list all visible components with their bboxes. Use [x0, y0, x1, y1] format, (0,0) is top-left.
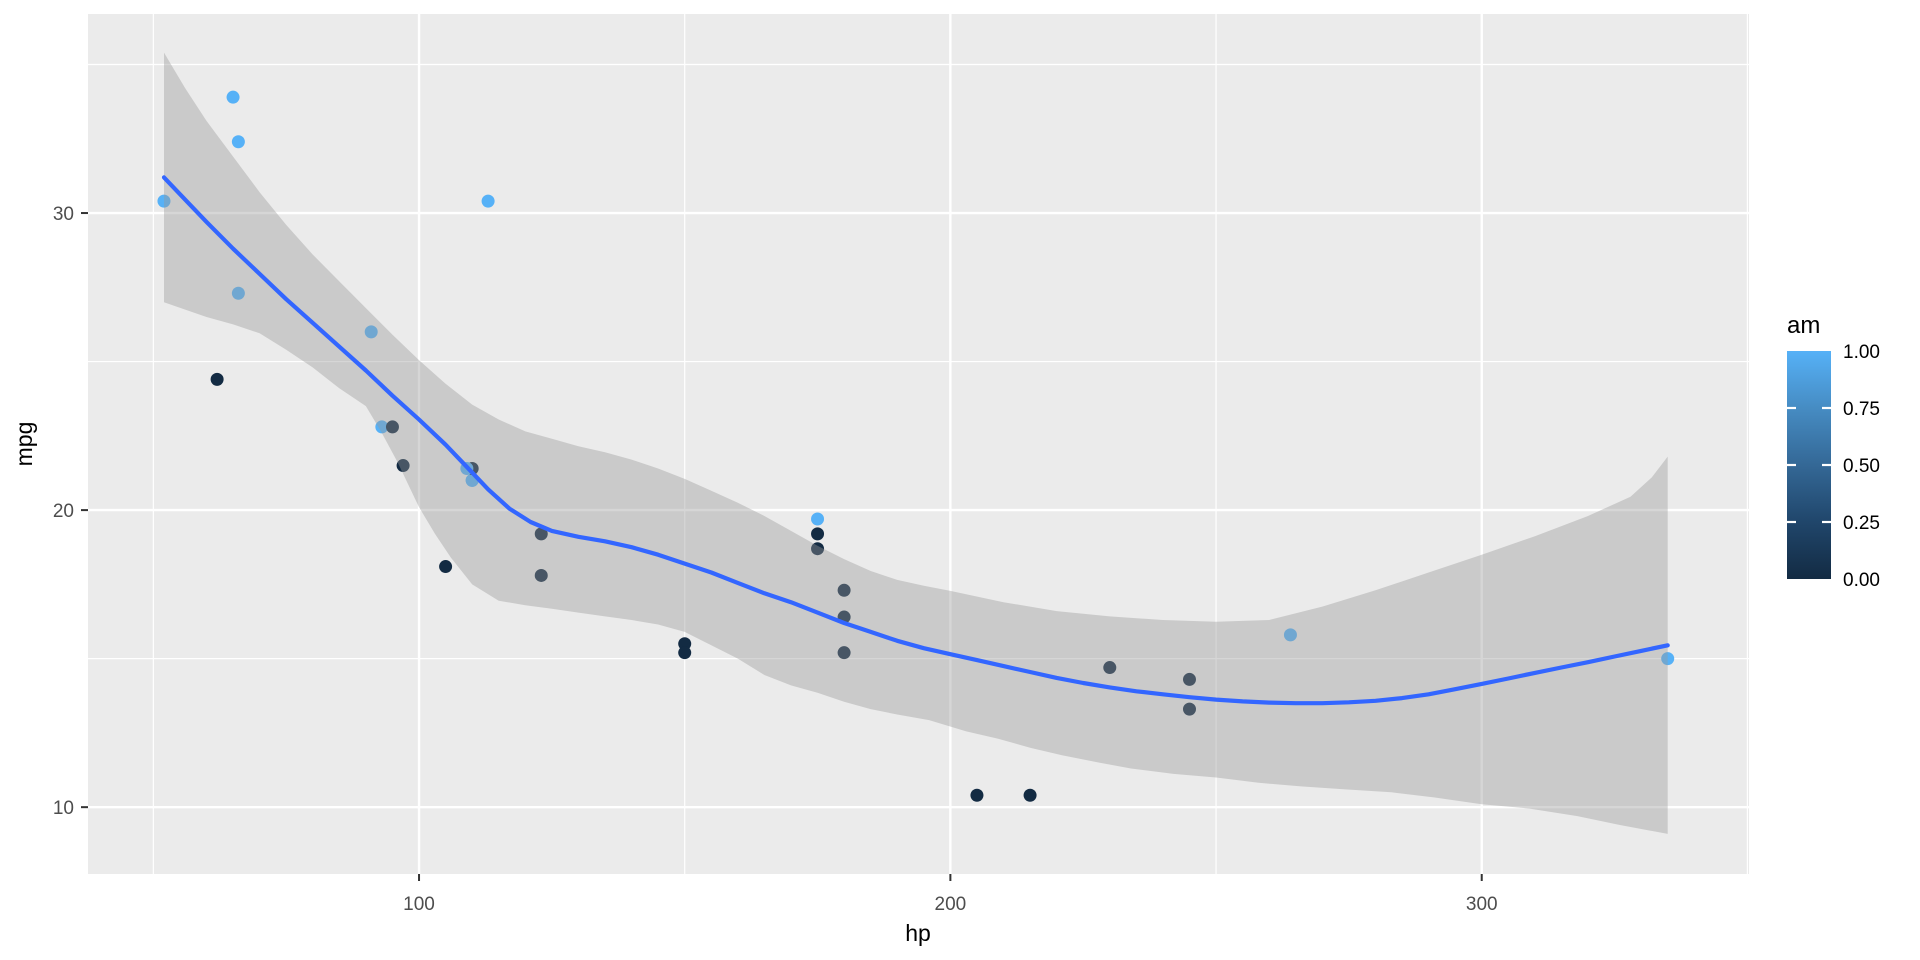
data-point	[1661, 652, 1675, 666]
data-point	[439, 560, 453, 574]
data-point	[678, 646, 692, 660]
data-point	[1283, 628, 1297, 642]
legend-tick-label: 1.00	[1843, 342, 1880, 363]
legend-tick-label: 0.25	[1843, 513, 1880, 534]
smooth-line-path	[161, 175, 1670, 706]
x-axis-tick-label: 100	[403, 894, 435, 915]
x-axis-tick-label: 300	[1466, 894, 1498, 915]
x-axis-tick-label: 200	[935, 894, 967, 915]
legend-tick-label: 0.50	[1843, 456, 1880, 477]
data-point	[231, 286, 245, 300]
data-point	[157, 194, 171, 208]
loess-smooth-line	[161, 175, 1670, 706]
data-point	[678, 637, 692, 651]
data-point	[1182, 672, 1196, 686]
data-point	[837, 646, 851, 660]
data-point	[1023, 788, 1037, 802]
data-point	[811, 542, 825, 556]
y-axis-tick-label: 10	[53, 798, 74, 819]
legend-tick-marks	[1787, 406, 1831, 524]
data-point	[396, 459, 410, 473]
data-point	[364, 325, 378, 339]
data-point	[375, 420, 389, 434]
data-point	[1182, 702, 1196, 716]
minor-gridlines	[88, 14, 1749, 874]
data-point	[837, 583, 851, 597]
data-point	[1103, 661, 1117, 675]
data-point	[811, 512, 825, 526]
data-point	[226, 90, 240, 104]
legend-title: am	[1787, 312, 1820, 339]
legend-tick-label: 0.75	[1843, 399, 1880, 420]
legend-tick-labels: 1.00 0.75 0.50 0.25 0.00	[1843, 342, 1880, 591]
y-axis-tick-label: 20	[53, 501, 74, 522]
major-gridlines	[88, 14, 1749, 874]
plot-panel	[88, 14, 1749, 874]
data-point	[534, 568, 548, 582]
panel-background	[88, 14, 1749, 874]
data-point	[534, 527, 548, 541]
data-points	[157, 90, 1675, 802]
data-point	[481, 194, 495, 208]
legend: am 1.00 0.75 0.50 0.25 0.00	[1787, 312, 1880, 591]
data-point	[970, 788, 984, 802]
data-point	[231, 135, 245, 149]
x-axis-title: hp	[905, 920, 931, 946]
y-axis-tick-label: 30	[53, 204, 74, 225]
legend-tick-label: 0.00	[1843, 570, 1880, 591]
confidence-ribbon	[164, 52, 1668, 834]
data-point	[210, 372, 224, 386]
ribbon-area	[164, 52, 1668, 834]
data-point	[811, 527, 825, 541]
data-point	[385, 420, 399, 434]
y-axis-title: mpg	[11, 422, 37, 467]
axes: 100 200 300 10 20 30	[53, 204, 1498, 915]
